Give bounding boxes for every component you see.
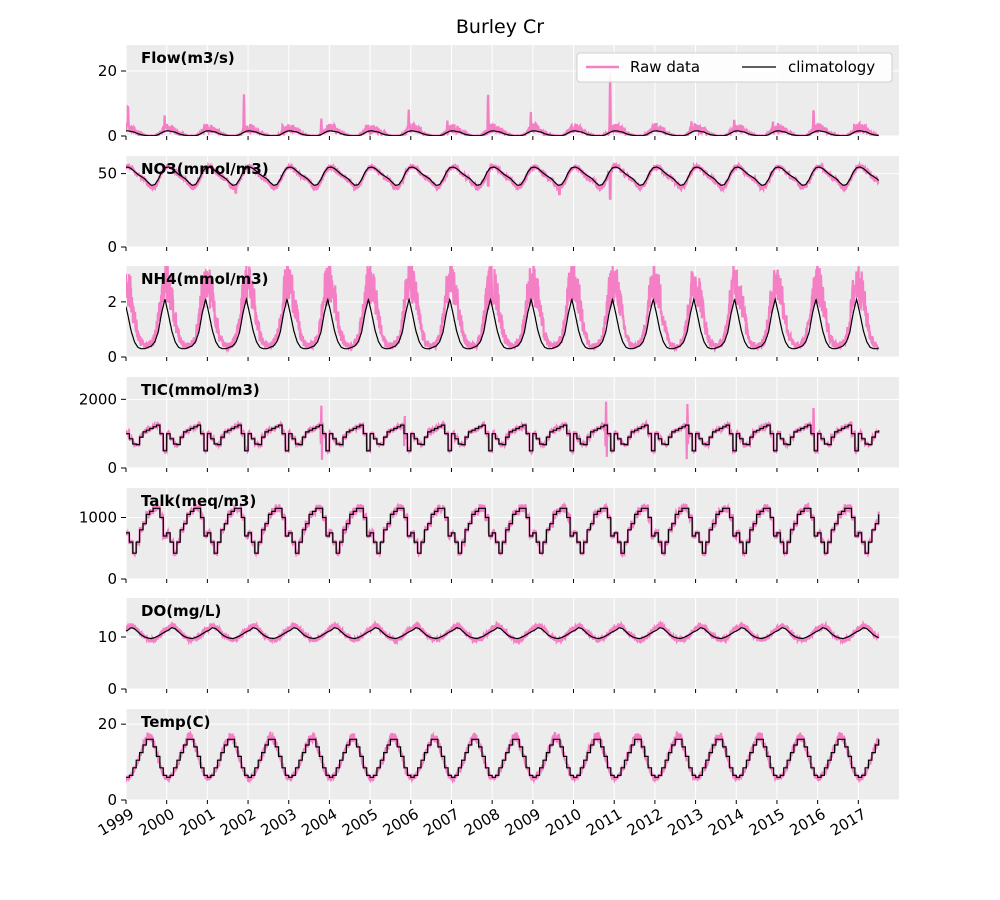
x-tick-label: 2005 — [339, 805, 381, 840]
series-raw-data — [126, 266, 880, 354]
panel-2: 0 2 NH4(mmol/m3) — [107, 266, 899, 366]
panel-6: 0 20 Temp(C) — [98, 709, 899, 809]
y-tick-label: 2000 — [79, 390, 117, 408]
x-tick-label: 2004 — [298, 805, 340, 840]
panel-label: Flow(m3/s) — [141, 49, 235, 67]
x-tick-label: 2003 — [258, 805, 300, 840]
x-tick-label: 1999 — [95, 805, 137, 840]
y-tick-label: 0 — [107, 680, 117, 698]
y-tick-label: 0 — [107, 459, 117, 477]
y-tick-label: 0 — [107, 238, 117, 256]
x-tick-label: 2016 — [787, 805, 829, 840]
series-climatology — [126, 130, 879, 136]
series-climatology — [126, 738, 880, 778]
x-tick-label: 2006 — [380, 805, 422, 840]
x-tick-label: 2007 — [420, 805, 462, 840]
x-tick-label: 2000 — [136, 805, 178, 840]
series-climatology — [126, 507, 880, 554]
x-tick-label: 2014 — [705, 805, 747, 840]
panel-5: 0 10 DO(mg/L) — [98, 598, 899, 698]
series-climatology — [126, 627, 879, 640]
panel-background — [126, 709, 899, 800]
panels: 0 20 Flow(m3/s) 0 50 NO3(mmol/m3) 0 2 NH4(mmol/m… — [79, 45, 899, 809]
y-tick-label: 0 — [107, 791, 117, 809]
x-tick-label: 2011 — [583, 805, 625, 840]
chart-title: Burley Cr — [456, 16, 544, 38]
y-tick-label: 0 — [107, 127, 117, 145]
x-tick-label: 2013 — [665, 805, 707, 840]
y-tick-label: 10 — [98, 628, 117, 646]
y-tick-label: 2 — [107, 293, 117, 311]
panel-4: 0 1000 Talk(meq/m3) — [79, 488, 899, 588]
legend: Raw data climatology — [576, 52, 893, 83]
x-tick-label: 2010 — [542, 805, 584, 840]
panel-3: 0 2000 TIC(mmol/m3) — [79, 377, 899, 477]
legend-raw-label: Raw data — [630, 58, 700, 76]
series-climatology — [126, 297, 879, 350]
x-tick-label: 2001 — [176, 805, 218, 840]
y-tick-label: 50 — [98, 165, 117, 183]
y-tick-label: 20 — [98, 715, 117, 733]
series-climatology — [126, 166, 880, 187]
panel-1: 0 50 NO3(mmol/m3) — [98, 156, 899, 256]
x-tick-label: 2015 — [746, 805, 788, 840]
panel-label: DO(mg/L) — [141, 602, 221, 620]
x-tick-label: 2017 — [827, 805, 869, 840]
legend-climatology-label: climatology — [788, 58, 875, 76]
panel-label: NH4(mmol/m3) — [141, 270, 269, 288]
y-tick-label: 1000 — [79, 509, 117, 527]
panel-background — [126, 488, 899, 579]
panel-label: TIC(mmol/m3) — [141, 381, 260, 399]
x-tick-label: 2008 — [461, 805, 503, 840]
panel-label: Temp(C) — [141, 713, 211, 731]
x-tick-label: 2012 — [624, 805, 666, 840]
x-axis: 1999200020012002200320042005200620072008… — [95, 805, 869, 840]
y-tick-label: 0 — [107, 570, 117, 588]
y-tick-label: 0 — [107, 348, 117, 366]
series-climatology — [126, 424, 880, 452]
panel-label: Talk(meq/m3) — [141, 492, 256, 510]
x-tick-label: 2009 — [502, 805, 544, 840]
panel-label: NO3(mmol/m3) — [141, 160, 269, 178]
panel-background — [126, 598, 899, 689]
panel-background — [126, 377, 899, 468]
x-tick-label: 2002 — [217, 805, 259, 840]
y-tick-label: 20 — [98, 62, 117, 80]
